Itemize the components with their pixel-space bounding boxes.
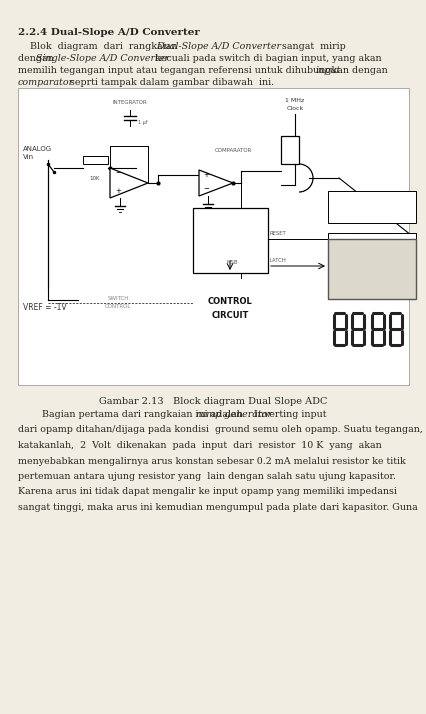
Polygon shape xyxy=(199,170,233,196)
Text: dari opamp ditahan/dijaga pada kondisi  ground semu oleh opamp. Suatu tegangan,: dari opamp ditahan/dijaga pada kondisi g… xyxy=(18,426,422,435)
Text: Vin: Vin xyxy=(23,154,34,160)
Text: LATCHES: LATCHES xyxy=(356,263,386,269)
Text: katakanlah,  2  Volt  dikenakan  pada  input  dari  resistor  10 K  yang  akan: katakanlah, 2 Volt dikenakan pada input … xyxy=(18,441,381,450)
Text: −: − xyxy=(115,170,121,176)
Text: VREF = -1V: VREF = -1V xyxy=(23,303,66,312)
Text: Clock: Clock xyxy=(286,106,303,111)
Text: comparator: comparator xyxy=(18,78,74,87)
Text: INTEGRATOR: INTEGRATOR xyxy=(112,100,147,105)
Text: DECODER/DRIVER: DECODER/DRIVER xyxy=(343,286,400,291)
Polygon shape xyxy=(110,168,148,198)
Text: Bagian pertama dari rangkaian ini adalah: Bagian pertama dari rangkaian ini adalah xyxy=(30,410,245,419)
Text: memilih tegangan input atau tegangan referensi untuk dihubungkan dengan: memilih tegangan input atau tegangan ref… xyxy=(18,66,390,75)
Text: CONTROL: CONTROL xyxy=(207,296,252,306)
Text: COMPARATOR: COMPARATOR xyxy=(214,148,251,153)
Text: sangat tinggi, maka arus ini kemudian mengumpul pada plate dari kapasitor. Guna: sangat tinggi, maka arus ini kemudian me… xyxy=(18,503,417,512)
Text: CIRCUIT: CIRCUIT xyxy=(211,311,248,319)
Text: Blok  diagram  dari  rangkaian: Blok diagram dari rangkaian xyxy=(30,42,183,51)
Text: pertemuan antara ujung resistor yang  lain dengan salah satu ujung kapasitor.: pertemuan antara ujung resistor yang lai… xyxy=(18,472,395,481)
Text: 2.2.4 Dual-Slope A/D Converter: 2.2.4 Dual-Slope A/D Converter xyxy=(18,28,199,37)
Text: kecuali pada switch di bagian input, yang akan: kecuali pada switch di bagian input, yan… xyxy=(152,54,381,63)
Text: sangat  mirip: sangat mirip xyxy=(275,42,345,51)
Text: menyebabkan mengalirnya arus konstan sebesar 0.2 mA melalui resistor ke titik: menyebabkan mengalirnya arus konstan seb… xyxy=(18,456,405,466)
Text: 1 MHz: 1 MHz xyxy=(285,98,304,103)
Text: Single-Slope A/D Converter: Single-Slope A/D Converter xyxy=(36,54,169,63)
Text: BINARY OR BCD: BINARY OR BCD xyxy=(350,233,392,238)
Text: +: + xyxy=(115,188,121,194)
Text: LATCH: LATCH xyxy=(269,258,286,263)
Text: RESET: RESET xyxy=(269,231,286,236)
Text: ramp generator: ramp generator xyxy=(196,410,271,419)
Text: Gambar 2.13   Block diagram Dual Slope ADC: Gambar 2.13 Block diagram Dual Slope ADC xyxy=(99,397,327,406)
Text: Karena arus ini tidak dapat mengalir ke input opamp yang memiliki impedansi: Karena arus ini tidak dapat mengalir ke … xyxy=(18,488,396,496)
Text: −: − xyxy=(202,186,208,192)
Text: dengan: dengan xyxy=(18,54,57,63)
Text: input: input xyxy=(315,66,340,75)
Bar xyxy=(193,208,268,273)
Bar xyxy=(18,88,408,385)
Bar xyxy=(327,239,415,299)
Bar xyxy=(327,233,415,255)
Text: 10K: 10K xyxy=(89,176,100,181)
Text: seprti tampak dalam gambar dibawah  ini.: seprti tampak dalam gambar dibawah ini. xyxy=(64,78,273,87)
Text: . Inverting input: . Inverting input xyxy=(248,410,326,419)
Bar xyxy=(327,191,415,223)
Text: ANALOG: ANALOG xyxy=(23,146,52,152)
Text: CONTROL: CONTROL xyxy=(104,304,131,309)
Text: MSB: MSB xyxy=(227,260,238,265)
Bar xyxy=(327,255,415,277)
Bar xyxy=(280,136,298,164)
Text: +: + xyxy=(202,172,208,178)
Text: Dual-Slope A/D Converter: Dual-Slope A/D Converter xyxy=(155,42,280,51)
Text: 1 µf: 1 µf xyxy=(138,120,147,125)
Text: SWITCH: SWITCH xyxy=(107,296,128,301)
Bar xyxy=(83,156,108,164)
Text: COUNTER: COUNTER xyxy=(358,242,384,247)
